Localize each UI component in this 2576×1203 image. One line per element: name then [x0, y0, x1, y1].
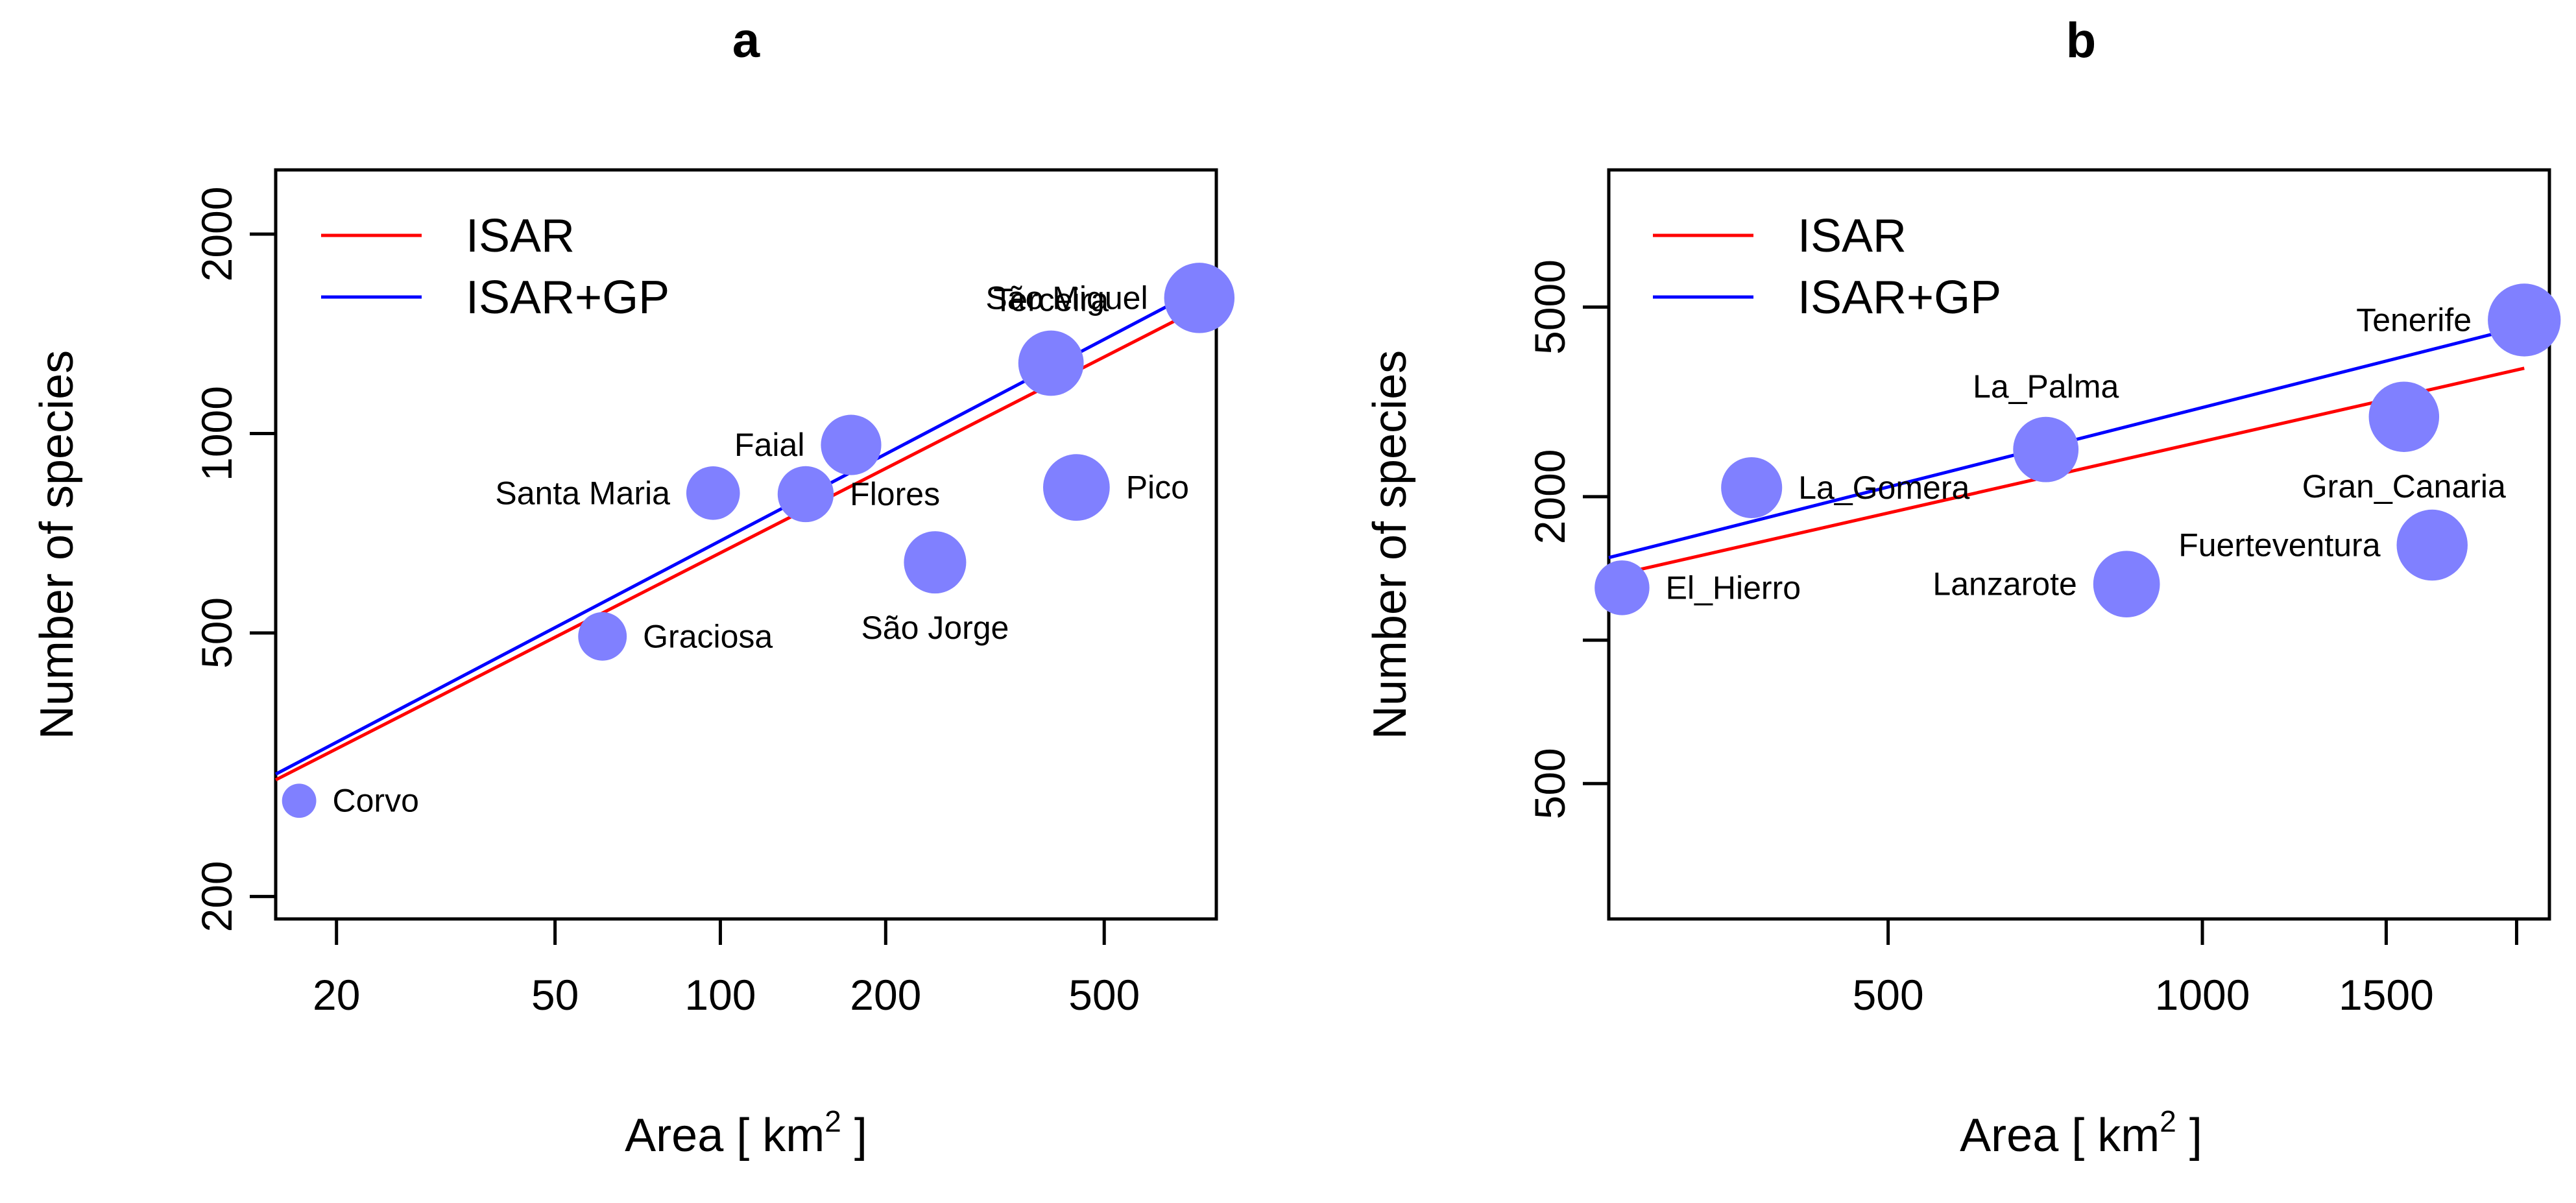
data-point — [282, 783, 317, 818]
panel-a-x-axis-title: Area [ km2 ] — [625, 1104, 867, 1161]
x-tick-label: 500 — [1853, 971, 1924, 1019]
data-point — [2013, 416, 2079, 482]
panel-a-legend: ISAR ISAR+GP — [321, 210, 669, 324]
data-point — [1018, 330, 1084, 396]
point-label: El_Hierro — [1666, 569, 1801, 606]
data-point — [821, 414, 882, 475]
panel-b-x-axis: 500 1000 1500 — [1853, 919, 2518, 1019]
point-label: La_Gomera — [1798, 470, 1969, 506]
data-point — [2368, 381, 2440, 452]
point-label: Gran_Canaria — [2302, 468, 2506, 505]
x-axis-title-superscript: 2 — [2160, 1104, 2176, 1138]
panel-a-y-axis-title: Number of species — [31, 350, 83, 739]
panel-b-title: b — [2066, 13, 2096, 68]
point-label: Santa Maria — [495, 475, 670, 511]
point-label: Pico — [1126, 470, 1189, 506]
data-point — [2093, 551, 2160, 618]
panel-b-plot-frame — [1607, 168, 2551, 921]
point-label: Faial — [734, 427, 804, 463]
panel-b-y-axis: 500 2000 5000 — [1526, 259, 1609, 819]
panel-b-y-axis-title: Number of species — [1364, 350, 1416, 739]
data-point — [2396, 509, 2468, 581]
x-tick-label: 50 — [531, 971, 579, 1019]
point-label: Flores — [850, 476, 940, 512]
x-tick-label: 200 — [850, 971, 921, 1019]
point-label: Corvo — [333, 783, 419, 819]
y-tick-label: 500 — [1526, 748, 1574, 819]
legend-isar-gp-label: ISAR+GP — [466, 272, 669, 324]
data-point — [904, 531, 967, 594]
data-point — [2488, 283, 2561, 357]
legend-isar-label: ISAR — [1798, 210, 1907, 262]
point-label: Lanzarote — [1932, 566, 2076, 602]
point-label: Graciosa — [643, 618, 773, 654]
y-tick-label: 2000 — [1526, 449, 1574, 544]
data-point — [578, 612, 627, 661]
y-tick-label: 5000 — [1526, 259, 1574, 355]
panel-b: b El_Hierro La_Gomera La_Palma Lanzarote Gra… — [1364, 13, 2561, 1161]
legend-isar-gp-label: ISAR+GP — [1798, 272, 2001, 324]
point-label: São Miguel — [985, 280, 1148, 316]
x-tick-label: 100 — [684, 971, 756, 1019]
data-point — [1042, 454, 1110, 521]
panel-b-points: El_Hierro La_Gomera La_Palma Lanzarote Gran_… — [1595, 283, 2561, 618]
point-label: Terceira — [993, 282, 1109, 318]
x-axis-title-superscript: 2 — [825, 1104, 841, 1138]
panel-a-y-axis: 200 500 1000 2000 — [193, 187, 276, 932]
x-tick-label: 20 — [313, 971, 360, 1019]
y-tick-label: 1000 — [193, 386, 241, 481]
point-label: São Jorge — [861, 610, 1009, 646]
panel-a: a Corvo Graciosa Santa Maria Flores Faial São… — [31, 13, 1235, 1161]
point-label: Fuerteventura — [2178, 527, 2380, 564]
x-tick-label: 1500 — [2339, 971, 2434, 1019]
panel-a-plot-frame — [274, 168, 1218, 921]
panel-a-title: a — [732, 13, 760, 68]
x-tick-label: 500 — [1068, 971, 1140, 1019]
data-point — [686, 466, 740, 520]
data-point — [777, 466, 834, 523]
legend-isar-label: ISAR — [466, 210, 575, 262]
data-point — [1595, 560, 1650, 615]
panel-a-x-axis: 20 50 100 200 500 — [313, 919, 1140, 1019]
y-tick-label: 200 — [193, 861, 241, 932]
point-label: Tenerife — [2356, 302, 2472, 338]
panel-a-points: Corvo Graciosa Santa Maria Flores Faial São J… — [282, 263, 1235, 819]
y-tick-label: 2000 — [193, 187, 241, 282]
x-axis-title-suffix: ] — [2176, 1110, 2202, 1161]
x-axis-title-text: Area [ km — [625, 1110, 825, 1161]
x-axis-title-suffix: ] — [841, 1110, 867, 1161]
panel-b-legend: ISAR ISAR+GP — [1653, 210, 2001, 324]
point-label: La_Palma — [1973, 368, 2119, 405]
y-tick-label: 500 — [193, 597, 241, 669]
data-point — [1164, 263, 1235, 333]
data-point — [1721, 457, 1783, 519]
x-tick-label: 1000 — [2155, 971, 2250, 1019]
x-axis-title-text: Area [ km — [1960, 1110, 2160, 1161]
panel-b-x-axis-title: Area [ km2 ] — [1960, 1104, 2202, 1161]
